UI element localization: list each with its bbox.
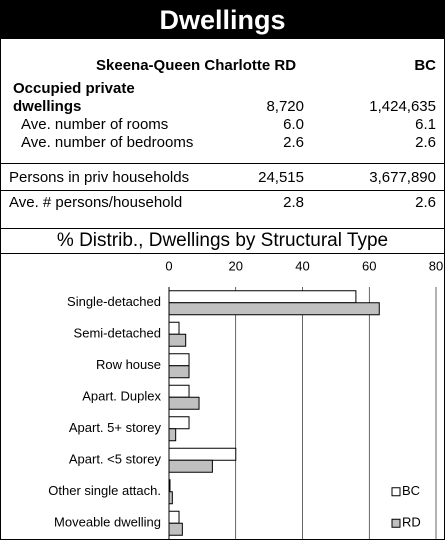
bar <box>168 333 187 347</box>
row-label: Ave. # persons/household <box>9 194 183 211</box>
bar <box>168 416 190 430</box>
bar <box>168 447 237 461</box>
cell: 2.6 <box>415 134 436 151</box>
cell: 2.8 <box>283 194 304 211</box>
cell: 8,720 <box>266 98 304 115</box>
cell: 2.6 <box>283 134 304 151</box>
row-label: Ave. number of rooms <box>21 116 169 133</box>
x-tick-label: 60 <box>362 258 376 273</box>
chart-title: % Distrib., Dwellings by Structural Type <box>56 230 389 251</box>
bar <box>168 321 180 335</box>
divider <box>1 163 444 164</box>
bar <box>168 290 357 304</box>
y-tick-label: Other single attach. <box>48 483 161 498</box>
column-header: BC <box>414 57 436 74</box>
cell: 24,515 <box>258 169 304 186</box>
bar <box>168 522 183 536</box>
bar <box>168 396 200 410</box>
bar <box>168 428 177 442</box>
cell: 3,677,890 <box>369 169 436 186</box>
bar <box>168 353 190 367</box>
row-label: Ave. number of bedrooms <box>21 134 194 151</box>
legend-swatch <box>391 518 401 528</box>
cell: 1,424,635 <box>369 98 436 115</box>
x-tick-label: 80 <box>429 258 443 273</box>
legend-swatch <box>391 487 401 497</box>
bar <box>168 459 213 473</box>
y-tick-label: Apart. 5+ storey <box>69 420 162 435</box>
column-header: Skeena-Queen Charlotte RD <box>96 57 297 74</box>
x-tick-label: 40 <box>295 258 309 273</box>
bar <box>168 384 190 398</box>
y-tick-label: Row house <box>96 357 161 372</box>
y-tick-label: Apart. Duplex <box>82 389 161 404</box>
divider <box>1 253 444 254</box>
y-tick-label: Moveable dwelling <box>54 515 161 530</box>
y-tick-label: Apart. <5 storey <box>69 452 162 467</box>
legend-label: RD <box>402 515 421 530</box>
cell: 2.6 <box>415 194 436 211</box>
y-tick-label: Single-detached <box>67 294 161 309</box>
bar <box>168 491 173 505</box>
cell: 6.0 <box>283 116 304 133</box>
divider <box>1 190 444 191</box>
bar <box>168 365 190 379</box>
row-label: Persons in priv households <box>9 169 190 186</box>
title: Dwellings <box>1 1 444 39</box>
row-label: Occupied private dwellings <box>13 80 135 115</box>
bar <box>168 479 171 493</box>
legend-label: BC <box>402 483 420 498</box>
y-tick-label: Semi-detached <box>74 326 161 341</box>
x-tick-label: 0 <box>165 258 172 273</box>
x-tick-label: 20 <box>229 258 243 273</box>
cell: 6.1 <box>415 116 436 133</box>
divider <box>1 228 444 229</box>
bar <box>168 302 380 316</box>
bar <box>168 510 180 524</box>
